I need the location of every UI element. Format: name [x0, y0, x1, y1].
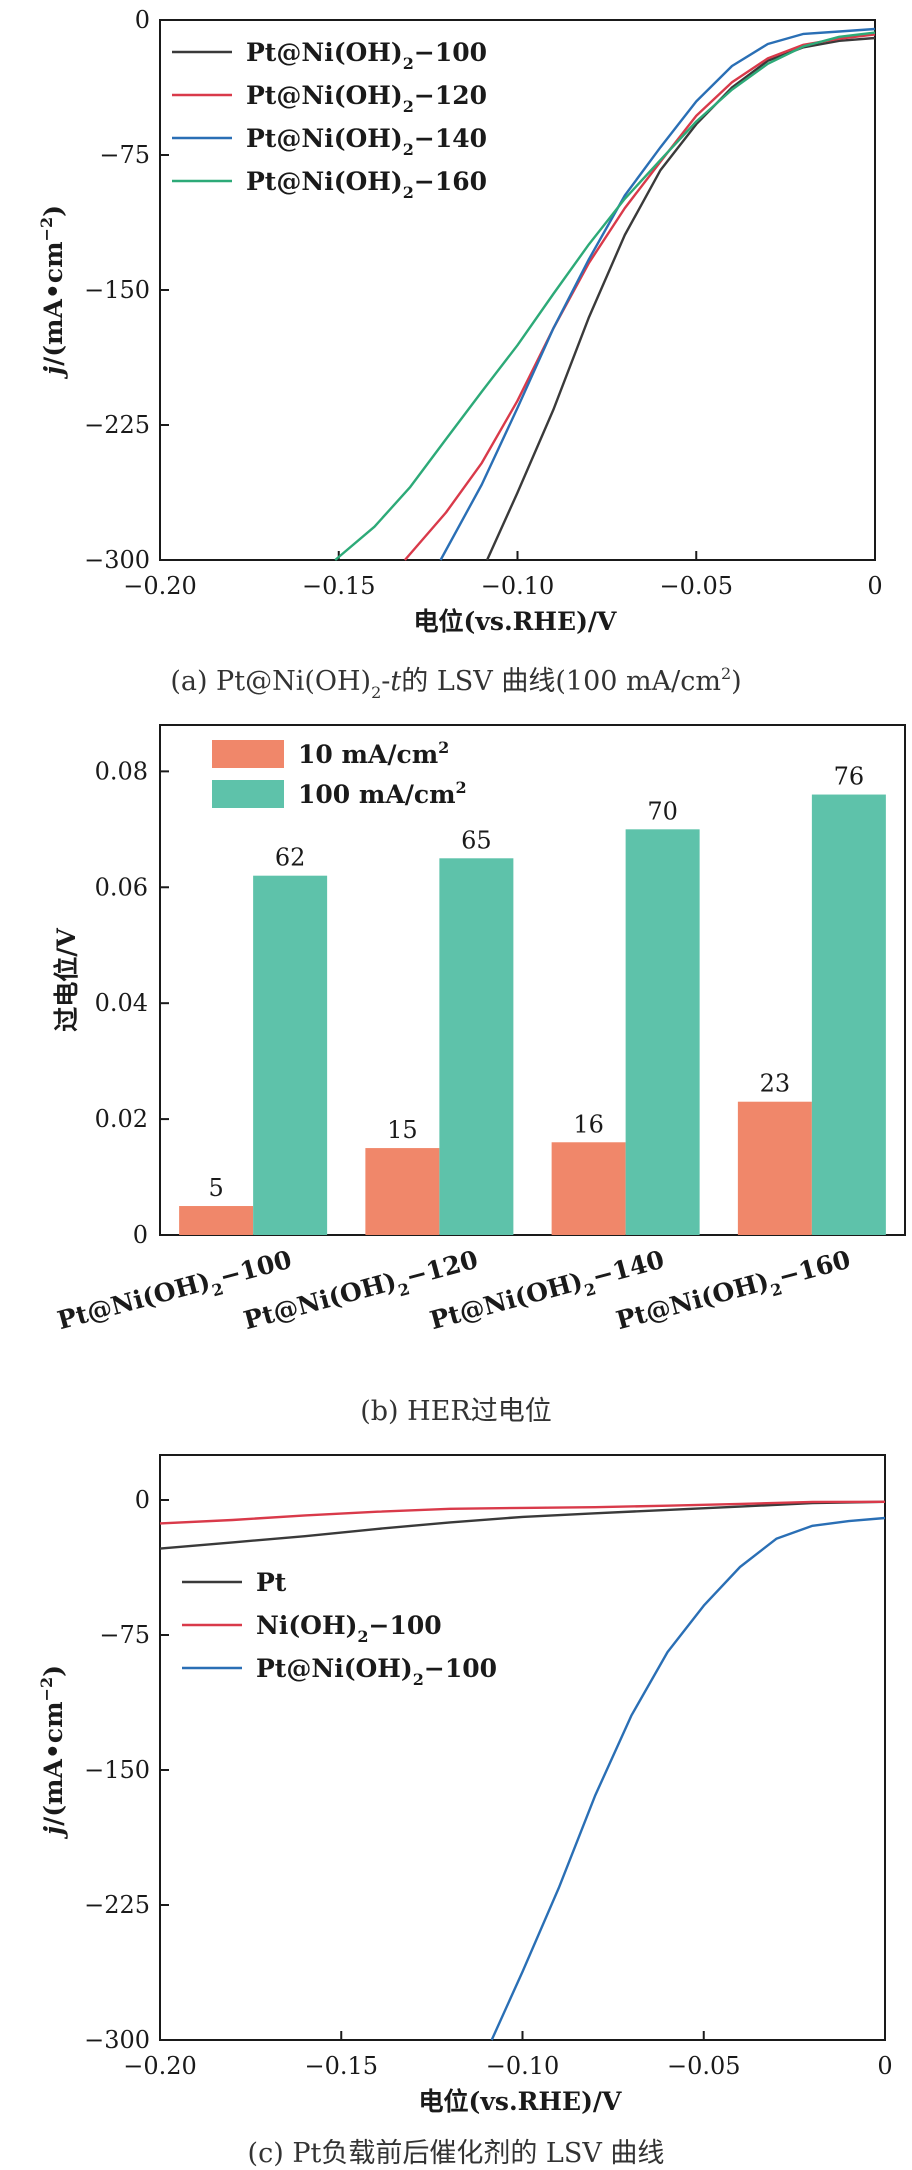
bar-value-label: 62 [275, 844, 306, 872]
panel-c-caption: (c) Pt负载前后催化剂的 LSV 曲线 [248, 2138, 665, 2169]
y-tick-label: 0.04 [95, 989, 148, 1017]
y-tick-label: 0 [135, 6, 150, 34]
series-line [159, 1500, 886, 1550]
series-line [439, 27, 876, 561]
legend-label: 10 mA/cm2 [298, 738, 449, 769]
panel-c-legend: Pt Ni(OH)2−100 Pt@Ni(OH)2−100 [182, 1568, 497, 1689]
legend-label: Ni(OH)2−100 [256, 1611, 442, 1646]
series-line [159, 1500, 886, 1525]
bar-value-label: 65 [461, 826, 492, 854]
y-tick-label: −150 [84, 276, 150, 304]
x-tick-label: −0.10 [486, 2052, 560, 2080]
y-tick-label: 0.06 [95, 873, 148, 901]
y-tick-label: 0.02 [95, 1105, 148, 1133]
legend-label: Pt@Ni(OH)2−160 [246, 167, 487, 202]
legend-label: Pt@Ni(OH)2−100 [246, 38, 487, 73]
legend-swatch [212, 740, 284, 768]
bar-value-label: 15 [387, 1116, 418, 1144]
y-tick-label: −150 [84, 1756, 150, 1784]
y-tick-label: 0 [135, 1486, 150, 1514]
panel-b-bars: 5 62 15 65 16 70 23 76 [179, 763, 886, 1235]
y-tick-label: −75 [99, 141, 150, 169]
y-tick-label: 0.08 [95, 757, 148, 785]
series-line [334, 31, 876, 561]
panel-a-x-ticks: −0.20 −0.15 −0.10 −0.05 0 [123, 551, 883, 600]
series-line [486, 36, 876, 561]
bar-value-label: 5 [208, 1174, 223, 1202]
bar [253, 875, 328, 1235]
legend-label: Pt [256, 1568, 287, 1597]
bar-value-label: 16 [573, 1110, 604, 1138]
x-tick-label: −0.20 [123, 2052, 197, 2080]
x-tick-label: −0.15 [302, 572, 376, 600]
panel-a-series-lines [334, 27, 876, 561]
panel-a: 0 −75 −150 −225 −300 −0.20 −0.15 −0.10 −0.05 0 P… [37, 6, 883, 702]
panel-a-y-ticks: 0 −75 −150 −225 −300 [84, 6, 169, 574]
panel-b-y-ticks: 0 0.02 0.04 0.06 0.08 [95, 757, 169, 1249]
panel-c-plot-frame [159, 1454, 886, 2041]
bar [439, 858, 514, 1235]
bar [625, 829, 700, 1235]
panel-b-caption: (b) HER过电位 [360, 1396, 552, 1427]
x-tick-label: −0.05 [667, 2052, 741, 2080]
bar [811, 794, 886, 1235]
y-tick-label: −300 [84, 546, 150, 574]
panel-b: 0 0.02 0.04 0.06 0.08 5 62 15 65 16 70 23 76 10 mA/… [52, 724, 906, 1427]
panel-b-y-axis-title: 过电位/V [52, 928, 81, 1032]
panel-a-caption: (a) Pt@Ni(OH)2-t的 LSV 曲线(100 mA/cm2) [170, 664, 741, 702]
x-tick-label: 0 [877, 2052, 892, 2080]
panel-b-legend: 10 mA/cm2 100 mA/cm2 [212, 738, 467, 809]
y-tick-label: −75 [99, 1621, 150, 1649]
panel-c-series-lines [159, 1500, 886, 2041]
y-tick-label: −300 [84, 2026, 150, 2054]
x-tick-label: −0.10 [481, 572, 555, 600]
panel-b-category-labels: Pt@Ni(OH)2−100Pt@Ni(OH)2−120Pt@Ni(OH)2−1… [54, 1245, 853, 1335]
panel-c-y-ticks: 0 −75 −150 −225 −300 [84, 1486, 169, 2054]
panel-c-x-ticks: −0.20 −0.15 −0.10 −0.05 0 [123, 2031, 893, 2080]
y-tick-label: −225 [84, 411, 150, 439]
panel-c-x-axis-title: 电位(vs.RHE)/V [419, 2087, 623, 2116]
x-tick-label: 0 [867, 572, 882, 600]
panel-a-legend: Pt@Ni(OH)2−100 Pt@Ni(OH)2−120 Pt@Ni(OH)2−1… [172, 38, 487, 202]
series-line [403, 33, 876, 561]
legend-label: Pt@Ni(OH)2−140 [246, 124, 487, 159]
panel-b-plot-frame [159, 724, 906, 1236]
panel-a-x-axis-title: 电位(vs.RHE)/V [414, 607, 618, 636]
bar-value-label: 70 [647, 797, 678, 825]
panel-c-y-axis-title: j/(mA•cm−2) [37, 1665, 68, 1840]
bar [179, 1206, 254, 1235]
x-tick-label: −0.20 [123, 572, 197, 600]
bar [737, 1101, 812, 1235]
legend-label: Pt@Ni(OH)2−100 [256, 1654, 497, 1689]
x-tick-label: −0.05 [659, 572, 733, 600]
legend-label: Pt@Ni(OH)2−120 [246, 81, 487, 116]
panel-a-y-axis-title: j/(mA•cm−2) [37, 205, 68, 380]
y-tick-label: −225 [84, 1891, 150, 1919]
panel-c: 0 −75 −150 −225 −300 −0.20 −0.15 −0.10 −0.05 0 P… [37, 1454, 893, 2169]
series-line [490, 1516, 886, 2041]
bar-value-label: 23 [760, 1070, 791, 1098]
bar [551, 1142, 626, 1235]
bar [365, 1148, 440, 1235]
x-tick-label: −0.15 [304, 2052, 378, 2080]
legend-swatch [212, 780, 284, 808]
legend-label: 100 mA/cm2 [298, 778, 467, 809]
bar-value-label: 76 [834, 763, 865, 791]
y-tick-label: 0 [133, 1221, 148, 1249]
